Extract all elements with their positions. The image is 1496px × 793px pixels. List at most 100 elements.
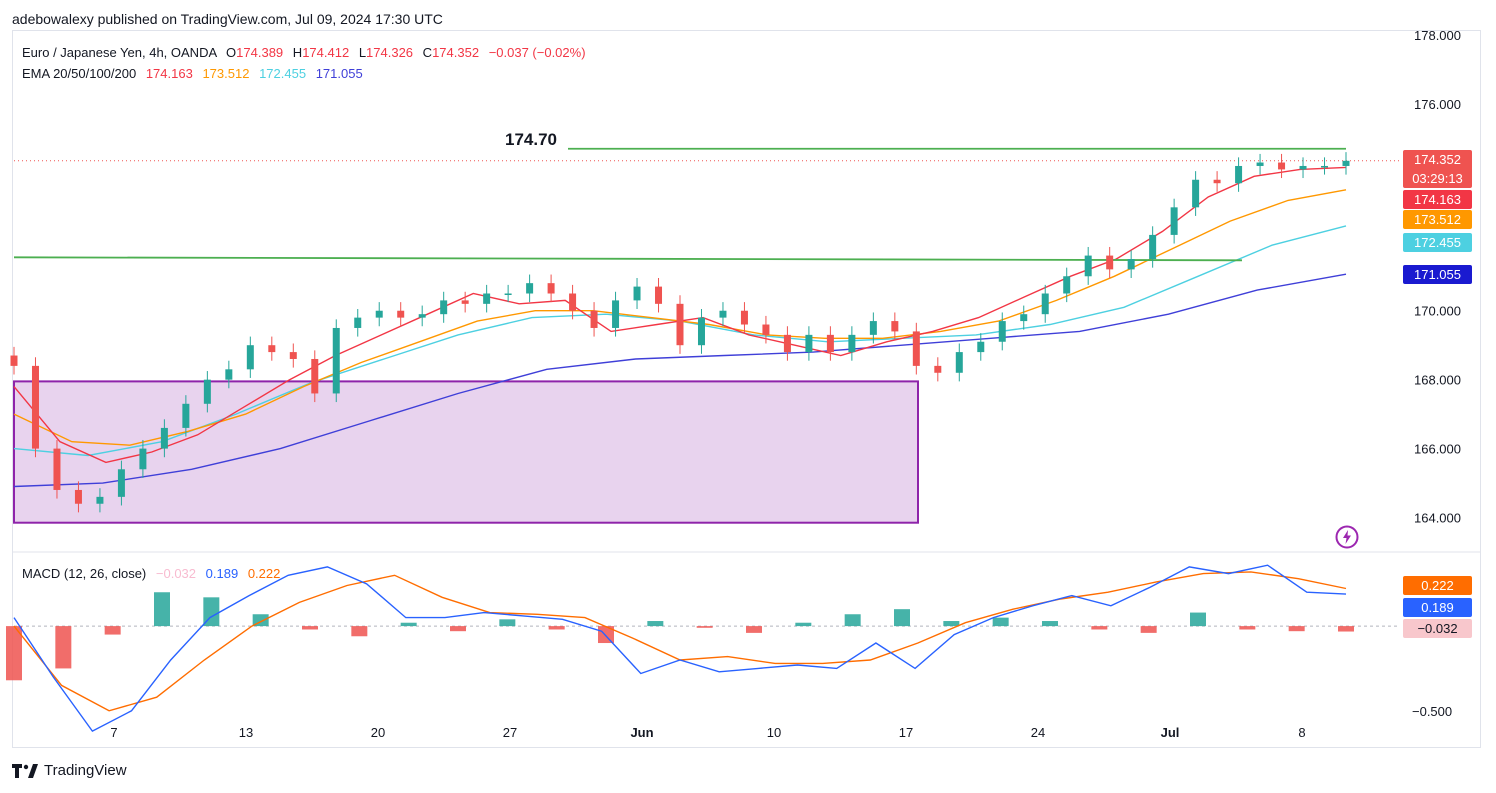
macd-histogram-bar [400, 622, 417, 627]
low-label: L [358, 45, 367, 60]
candle-body [740, 310, 748, 325]
candles [10, 152, 1350, 513]
candle-body [1299, 165, 1307, 170]
candle-body [268, 345, 276, 353]
candle-body [826, 334, 834, 353]
macd-line-value: 0.189 [205, 566, 239, 581]
candle-body [1020, 314, 1028, 322]
candle-body [1127, 259, 1135, 270]
candle-body [1256, 162, 1264, 166]
macd-signal-tag: 0.222 [1403, 576, 1472, 595]
ema20-tag: 174.163 [1403, 190, 1472, 209]
chart-frame [12, 30, 1481, 748]
candle-body [354, 317, 362, 328]
candle-body [569, 293, 577, 311]
candle-body [805, 334, 813, 353]
symbol-title: Euro / Japanese Yen, 4h, OANDA [22, 45, 217, 60]
macd-histogram-bar [252, 614, 269, 627]
macd-histogram-bar [55, 626, 72, 669]
candle-body [96, 496, 104, 504]
candle-body [397, 310, 405, 318]
close-label: C [422, 45, 433, 60]
open-label: O [226, 45, 237, 60]
candle-body [1278, 162, 1286, 170]
candle-body [117, 469, 125, 497]
macd-histogram-bar [1288, 626, 1305, 632]
level-annotation: 174.70 [505, 130, 557, 149]
macd-hist-value: −0.032 [155, 566, 197, 581]
macd-line-tag: 0.189 [1403, 598, 1472, 617]
candle-body [483, 293, 491, 304]
ema200-value: 171.055 [315, 66, 363, 81]
macd-pane [6, 564, 1400, 732]
macd-legend: MACD (12, 26, close) −0.032 0.189 0.222 [22, 566, 280, 581]
price-axis-label: 170.000 [1414, 304, 1461, 319]
bolt-icon[interactable] [1335, 525, 1359, 549]
price-axis-label: 178.000 [1414, 28, 1461, 43]
ema50-value: 173.512 [202, 66, 250, 81]
macd-histogram-bar [844, 614, 861, 627]
macd-histogram-bar [795, 622, 812, 627]
macd-signal-line [13, 571, 1347, 712]
macd-histogram-bar [351, 626, 368, 637]
candle-body [1342, 160, 1350, 166]
time-axis-label: 17 [899, 725, 913, 740]
candle-body [289, 352, 297, 359]
candle-body [526, 283, 534, 294]
candle-body [160, 427, 168, 449]
candle-body [612, 300, 620, 328]
macd-histogram-bar [302, 626, 318, 630]
candle-body [1170, 207, 1178, 235]
time-axis-label: 8 [1298, 725, 1305, 740]
macd-histogram-bar [1338, 626, 1354, 632]
candle-body [375, 310, 383, 318]
macd-histogram-bar [1190, 612, 1206, 627]
price-tag: 174.352 03:29:13 [1403, 150, 1472, 188]
macd-histogram-bar [943, 621, 960, 627]
ema100-tag: 172.455 [1403, 233, 1472, 252]
candle-body [1084, 255, 1092, 277]
publisher-line: adebowalexy published on TradingView.com… [12, 11, 443, 27]
support-trendline [13, 256, 1243, 262]
macd-histogram-bar [154, 592, 170, 627]
macd-histogram-bar [598, 626, 614, 644]
candle-body [848, 334, 856, 353]
macd-histogram-bar [746, 626, 762, 633]
candle-body [719, 310, 727, 318]
candle-body [246, 345, 254, 370]
candle-body [590, 310, 598, 328]
candle-body [912, 331, 920, 366]
candle-body [504, 293, 512, 295]
candle-body [955, 352, 963, 373]
countdown-value: 03:29:13 [1412, 171, 1463, 186]
candle-body [869, 321, 877, 335]
candle-body [783, 334, 791, 353]
ema-label: EMA 20/50/100/200 [22, 66, 137, 81]
candle-body [998, 321, 1006, 342]
tradingview-icon [12, 763, 38, 778]
ema50-tag: 173.512 [1403, 210, 1472, 229]
candle-body [225, 369, 233, 380]
macd-histogram-bar [499, 619, 516, 627]
candle-body [31, 365, 39, 449]
macd-histogram-bar [104, 626, 121, 635]
price-axis-label: 166.000 [1414, 442, 1461, 457]
macd-signal-value: 0.222 [247, 566, 281, 581]
candle-body [182, 403, 190, 428]
ema20-value: 174.163 [145, 66, 193, 81]
time-axis-label: 7 [110, 725, 117, 740]
candle-body [1321, 165, 1329, 168]
macd-line [13, 564, 1347, 732]
macd-histogram-bar [203, 597, 220, 627]
candle-body [547, 283, 555, 294]
macd-histogram-bar [696, 626, 713, 628]
tradingview-logo[interactable]: TradingView [12, 762, 127, 779]
candle-body [10, 355, 18, 366]
candle-body [1213, 179, 1221, 184]
high-label: H [292, 45, 303, 60]
time-axis-label: Jun [630, 725, 653, 740]
time-axis-label: 27 [503, 725, 517, 740]
candle-body [934, 365, 942, 373]
candle-body [1149, 234, 1157, 260]
